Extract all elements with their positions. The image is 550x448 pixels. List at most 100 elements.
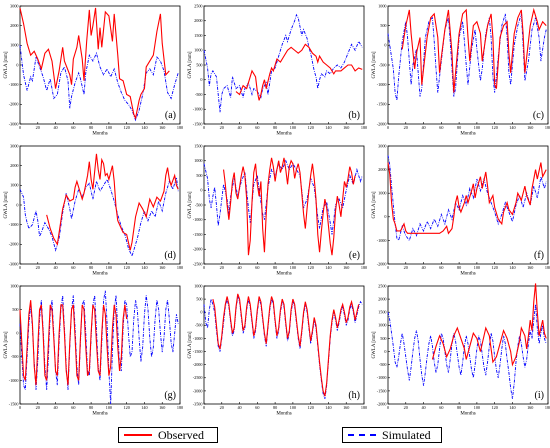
x-tick-label: 40 bbox=[421, 405, 425, 410]
x-tick-label: 140 bbox=[141, 405, 147, 410]
y-tick-label: -1000 bbox=[9, 82, 19, 87]
panel-i: 25002000150010005000-500-1000-1500-20000… bbox=[372, 283, 550, 417]
y-tick-label: -500 bbox=[379, 362, 387, 367]
panel-letter: (g) bbox=[164, 390, 176, 401]
x-tick-label: 180 bbox=[177, 125, 183, 130]
y-tick-label: 1000 bbox=[378, 191, 386, 196]
y-tick-label: -500 bbox=[11, 354, 19, 359]
x-tick-label: 40 bbox=[237, 405, 241, 410]
y-tick-label: -1000 bbox=[193, 107, 203, 112]
x-tick-label: 180 bbox=[545, 405, 550, 410]
y-tick-label: 500 bbox=[196, 62, 202, 67]
y-tick-label: -500 bbox=[379, 62, 387, 67]
x-tick-label: 180 bbox=[361, 125, 367, 130]
y-tick-label: 2500 bbox=[194, 3, 202, 8]
y-tick-label: 1000 bbox=[10, 43, 18, 48]
y-tick-label: -3000 bbox=[193, 388, 203, 393]
panel-letter: (b) bbox=[348, 110, 360, 121]
y-tick-label: 0 bbox=[16, 331, 18, 336]
x-axis-label: Months bbox=[460, 132, 475, 137]
x-tick-label: 160 bbox=[159, 405, 165, 410]
x-tick-label: 60 bbox=[71, 265, 75, 270]
y-tick-label: -1000 bbox=[377, 82, 387, 87]
x-axis-label: Months bbox=[92, 272, 107, 277]
y-tick-label: 500 bbox=[380, 336, 386, 341]
panel-frame bbox=[19, 145, 181, 265]
x-tick-label: 0 bbox=[19, 125, 21, 130]
x-tick-label: 80 bbox=[89, 265, 93, 270]
x-tick-label: 20 bbox=[404, 125, 408, 130]
legend: Observed Simulated bbox=[0, 424, 550, 448]
x-tick-label: 20 bbox=[404, 405, 408, 410]
x-tick-label: 180 bbox=[545, 265, 550, 270]
y-axis-label: GWLA [mm] bbox=[372, 191, 377, 218]
y-axis-label: GWLA [mm] bbox=[4, 51, 9, 78]
x-tick-label: 80 bbox=[273, 405, 277, 410]
observed-series-line bbox=[431, 283, 547, 367]
x-tick-label: 80 bbox=[273, 125, 277, 130]
y-tick-label: 1000 bbox=[10, 283, 18, 288]
x-axis-label: Months bbox=[92, 412, 107, 417]
y-tick-label: -2000 bbox=[193, 362, 203, 367]
panel-h: 10005000-500-1000-1500-2000-2500-3000-35… bbox=[188, 283, 367, 416]
x-axis-label: Months bbox=[460, 412, 475, 417]
panel-letter: (d) bbox=[164, 250, 176, 261]
y-tick-label: -1000 bbox=[9, 378, 19, 383]
y-tick-label: 1500 bbox=[194, 33, 202, 38]
y-tick-label: 3000 bbox=[10, 3, 18, 8]
x-tick-label: 100 bbox=[474, 405, 480, 410]
x-tick-label: 40 bbox=[421, 125, 425, 130]
panel-letter: (h) bbox=[348, 390, 360, 401]
panel-frame bbox=[19, 5, 181, 125]
y-tick-label: 0 bbox=[16, 62, 18, 67]
y-tick-label: 0 bbox=[200, 310, 202, 315]
x-tick-label: 60 bbox=[255, 265, 259, 270]
x-tick-label: 60 bbox=[439, 265, 443, 270]
x-axis-label: Months bbox=[276, 132, 291, 137]
panel-frame bbox=[387, 285, 549, 405]
y-tick-label: -1500 bbox=[377, 388, 387, 393]
x-tick-label: 0 bbox=[387, 125, 389, 130]
x-tick-label: 60 bbox=[439, 405, 443, 410]
simulated-series-line bbox=[19, 177, 179, 258]
y-tick-label: 1000 bbox=[378, 3, 386, 8]
x-tick-label: 160 bbox=[343, 125, 349, 130]
y-axis-label: GWLA [mm] bbox=[372, 51, 377, 78]
x-tick-label: 40 bbox=[53, 265, 57, 270]
x-axis-label: Months bbox=[92, 132, 107, 137]
x-tick-label: 140 bbox=[509, 405, 515, 410]
panel-letter: (f) bbox=[534, 250, 544, 261]
y-tick-label: -2000 bbox=[377, 401, 387, 406]
y-tick-label: 1000 bbox=[378, 323, 386, 328]
y-tick-label: 0 bbox=[384, 349, 386, 354]
y-tick-label: 0 bbox=[384, 214, 386, 219]
x-tick-label: 100 bbox=[106, 405, 112, 410]
simulated-swatch bbox=[348, 434, 376, 436]
x-tick-label: 100 bbox=[290, 405, 296, 410]
x-tick-label: 160 bbox=[159, 125, 165, 130]
x-tick-label: 120 bbox=[492, 405, 498, 410]
x-tick-label: 180 bbox=[177, 265, 183, 270]
y-axis-label: GWLA [mm] bbox=[4, 331, 9, 358]
y-tick-label: 3000 bbox=[378, 143, 386, 148]
x-axis-label: Months bbox=[276, 412, 291, 417]
x-tick-label: 0 bbox=[19, 265, 21, 270]
y-tick-label: -1500 bbox=[377, 102, 387, 107]
x-tick-label: 160 bbox=[527, 405, 533, 410]
x-tick-label: 140 bbox=[141, 125, 147, 130]
y-tick-label: 2000 bbox=[194, 18, 202, 23]
observed-series-line bbox=[387, 162, 547, 235]
x-tick-label: 140 bbox=[509, 125, 515, 130]
y-tick-label: -2000 bbox=[377, 121, 387, 126]
y-tick-label: -500 bbox=[195, 323, 203, 328]
x-tick-label: 0 bbox=[19, 405, 21, 410]
x-tick-label: 180 bbox=[177, 405, 183, 410]
legend-item-simulated: Simulated bbox=[342, 427, 442, 443]
y-tick-label: 500 bbox=[380, 23, 386, 28]
x-tick-label: 0 bbox=[203, 405, 205, 410]
